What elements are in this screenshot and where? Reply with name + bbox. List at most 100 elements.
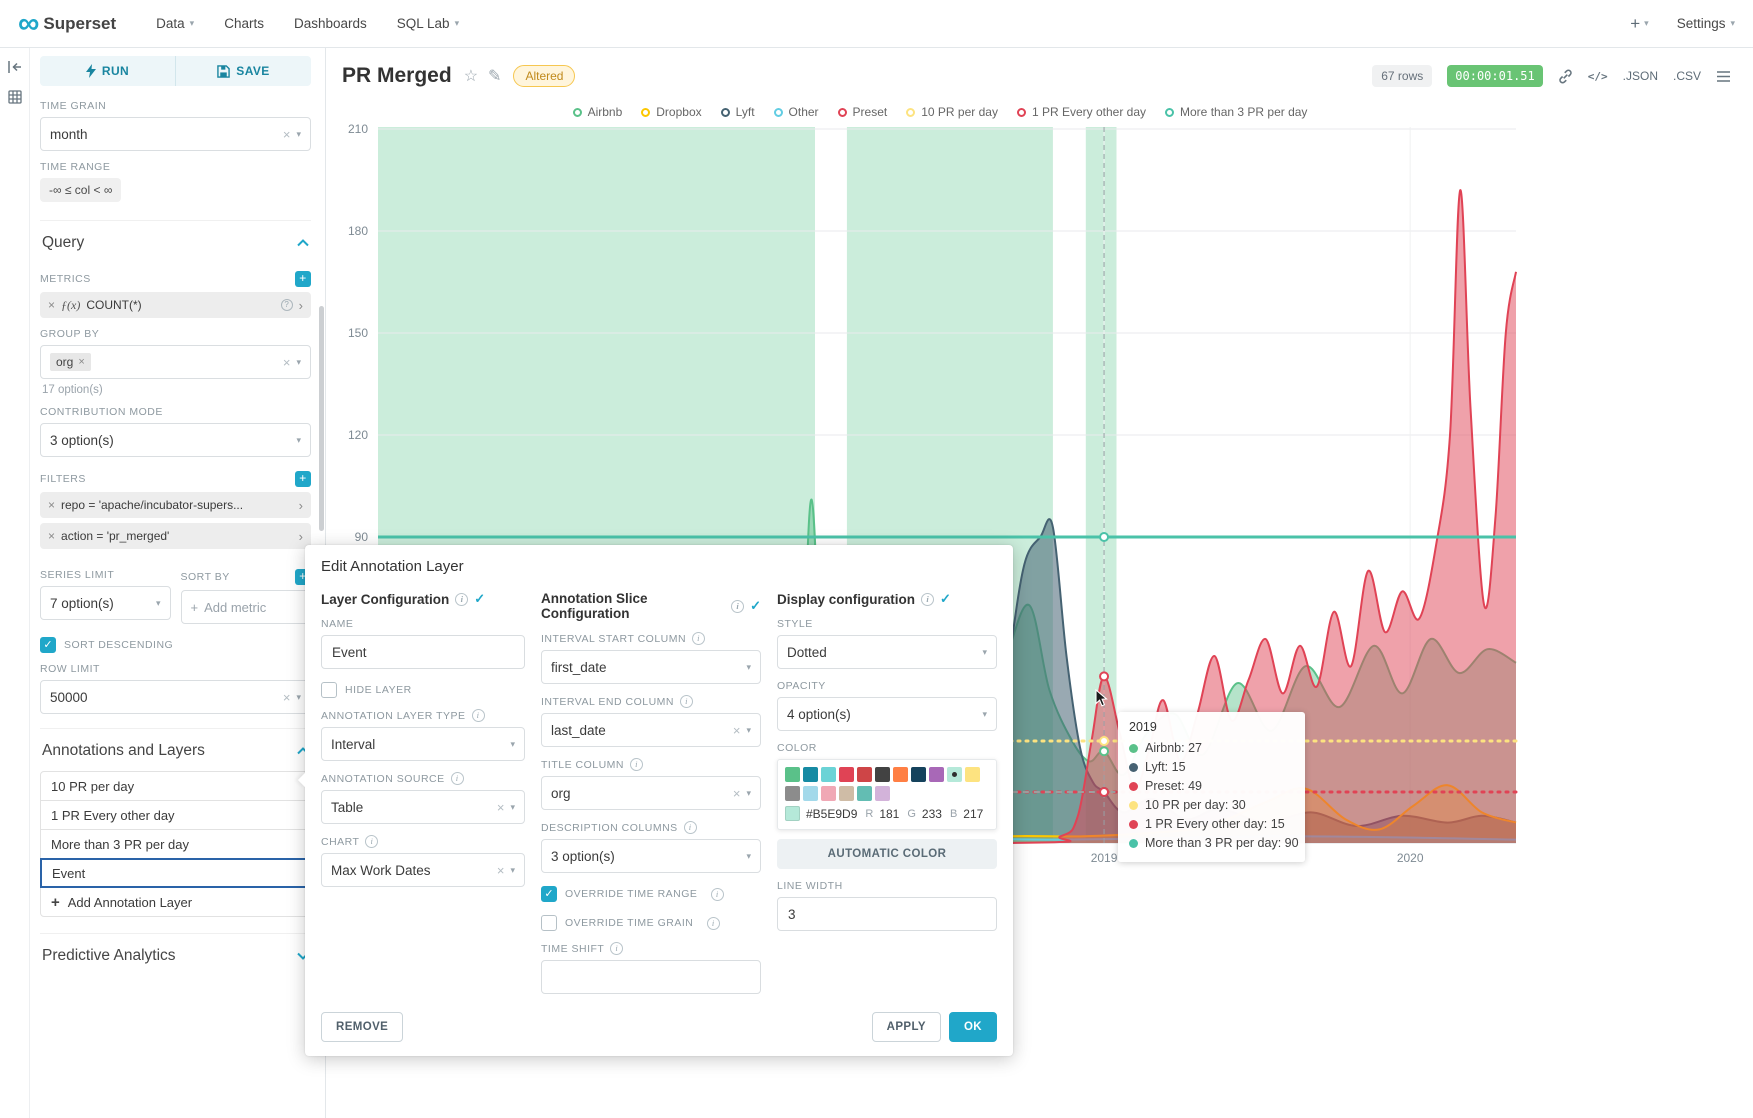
color-swatch[interactable]: [785, 767, 800, 782]
time-grain-select[interactable]: month × ▾: [40, 117, 311, 151]
query-section-header[interactable]: Query: [40, 220, 311, 261]
checkbox-checked-icon[interactable]: ✓: [541, 886, 557, 902]
nav-menu-charts[interactable]: Charts: [224, 16, 264, 31]
legend-item[interactable]: Lyft: [720, 105, 755, 119]
interval-start-select[interactable]: first_date ▾: [541, 650, 761, 684]
color-swatch[interactable]: [875, 786, 890, 801]
color-swatch[interactable]: [929, 767, 944, 782]
legend-item[interactable]: Airbnb: [572, 105, 622, 119]
clear-icon[interactable]: ×: [732, 785, 741, 801]
filter-token[interactable]: × repo = 'apache/incubator-supers... ›: [40, 492, 311, 518]
contribution-mode-select[interactable]: 3 option(s) ▾: [40, 423, 311, 457]
legend-item[interactable]: Other: [773, 105, 819, 119]
color-swatch[interactable]: [965, 767, 980, 782]
panel-scrollbar[interactable]: [319, 306, 324, 531]
legend-item[interactable]: 10 PR per day: [906, 105, 998, 119]
color-r-value[interactable]: 181: [879, 806, 900, 821]
view-query-icon[interactable]: </>: [1587, 69, 1608, 83]
sort-descending-checkbox[interactable]: ✓ SORT DESCENDING: [40, 637, 311, 653]
share-link-icon[interactable]: [1558, 68, 1573, 84]
altered-badge[interactable]: Altered: [513, 65, 576, 87]
color-g-value[interactable]: 233: [921, 806, 942, 821]
add-filter-button[interactable]: +: [295, 471, 311, 487]
color-swatch[interactable]: [857, 786, 872, 801]
settings-menu[interactable]: Settings ▾: [1676, 16, 1735, 31]
chart-select[interactable]: Max Work Dates × ▾: [321, 853, 525, 887]
metric-token[interactable]: × ƒ(x) COUNT(*) ? ›: [40, 292, 311, 318]
clear-icon[interactable]: ×: [496, 799, 505, 815]
time-range-pill[interactable]: -∞ ≤ col < ∞: [40, 178, 122, 202]
color-b-value[interactable]: 217: [963, 806, 984, 821]
export-csv-button[interactable]: .CSV: [1672, 69, 1701, 83]
add-metric-button[interactable]: +: [295, 271, 311, 287]
predictive-section-header[interactable]: Predictive Analytics: [40, 933, 311, 974]
nav-menu-sqllab[interactable]: SQL Lab ▾: [396, 16, 460, 31]
annotation-source-select[interactable]: Table × ▾: [321, 790, 525, 824]
annotation-layer-item[interactable]: 10 PR per day: [40, 771, 311, 801]
favorite-star-icon[interactable]: ☆: [463, 68, 479, 85]
color-swatch[interactable]: [803, 767, 818, 782]
interval-end-select[interactable]: last_date × ▾: [541, 713, 761, 747]
color-swatch[interactable]: [875, 767, 890, 782]
color-swatch[interactable]: [821, 786, 836, 801]
time-shift-input[interactable]: [541, 960, 761, 994]
color-swatch[interactable]: [839, 786, 854, 801]
color-swatch[interactable]: [893, 767, 908, 782]
clear-icon[interactable]: ×: [282, 689, 291, 705]
checkbox-checked-icon[interactable]: ✓: [40, 637, 56, 653]
annotation-layer-type-select[interactable]: Interval ▾: [321, 727, 525, 761]
hide-layer-checkbox[interactable]: HIDE LAYER: [321, 682, 525, 698]
title-column-select[interactable]: org × ▾: [541, 776, 761, 810]
clear-icon[interactable]: ×: [732, 722, 741, 738]
opacity-select[interactable]: 4 option(s) ▾: [777, 697, 997, 731]
override-time-grain-checkbox[interactable]: OVERRIDE TIME GRAIN i: [541, 915, 761, 931]
remove-button[interactable]: REMOVE: [321, 1012, 404, 1042]
color-hex-value[interactable]: #B5E9D9: [806, 806, 858, 821]
checkbox-unchecked-icon[interactable]: [541, 915, 557, 931]
legend-item[interactable]: Preset: [837, 105, 887, 119]
ok-button[interactable]: OK: [948, 1012, 997, 1042]
remove-icon[interactable]: ×: [78, 356, 85, 368]
color-swatch[interactable]: [857, 767, 872, 782]
clear-icon[interactable]: ×: [282, 354, 291, 370]
clear-icon[interactable]: ×: [282, 126, 291, 142]
filter-token[interactable]: × action = 'pr_merged' ›: [40, 523, 311, 549]
dataset-grid-icon[interactable]: [7, 90, 22, 104]
override-time-range-checkbox[interactable]: ✓ OVERRIDE TIME RANGE i: [541, 886, 761, 902]
annotation-layer-item[interactable]: More than 3 PR per day: [40, 829, 311, 859]
annotations-section-header[interactable]: Annotations and Layers: [40, 728, 311, 769]
export-json-button[interactable]: .JSON: [1622, 69, 1658, 83]
annotation-layer-item[interactable]: 1 PR Every other day: [40, 800, 311, 830]
series-limit-select[interactable]: 7 option(s) ▾: [40, 586, 171, 620]
apply-button[interactable]: APPLY: [871, 1012, 941, 1042]
nav-menu-dashboards[interactable]: Dashboards: [293, 16, 367, 31]
color-swatch[interactable]: [821, 767, 836, 782]
description-columns-select[interactable]: 3 option(s) ▾: [541, 839, 761, 873]
run-button[interactable]: RUN: [40, 56, 175, 86]
add-annotation-layer-button[interactable]: + Add Annotation Layer: [40, 887, 311, 917]
automatic-color-button[interactable]: AUTOMATIC COLOR: [777, 839, 997, 869]
line-width-input[interactable]: [777, 897, 997, 931]
legend-item[interactable]: 1 PR Every other day: [1016, 105, 1146, 119]
collapse-panel-icon[interactable]: [7, 60, 22, 74]
color-swatch[interactable]: [839, 767, 854, 782]
save-button[interactable]: SAVE: [176, 56, 311, 86]
legend-item[interactable]: Dropbox: [641, 105, 702, 119]
remove-icon[interactable]: ×: [48, 498, 56, 512]
menu-hamburger-icon[interactable]: [1716, 70, 1731, 83]
superset-logo[interactable]: ∞ Superset: [18, 8, 116, 38]
remove-icon[interactable]: ×: [48, 529, 56, 543]
group-by-select[interactable]: org × × ▾: [40, 345, 311, 379]
name-input[interactable]: [321, 635, 525, 669]
row-limit-select[interactable]: 50000 × ▾: [40, 680, 311, 714]
edit-pencil-icon[interactable]: ✎: [488, 68, 502, 85]
style-select[interactable]: Dotted ▾: [777, 635, 997, 669]
group-by-tag[interactable]: org ×: [50, 353, 91, 371]
sort-by-select[interactable]: + Add metric: [180, 590, 311, 624]
new-item-button[interactable]: + ▾: [1630, 13, 1649, 33]
color-swatch[interactable]: [803, 786, 818, 801]
remove-icon[interactable]: ×: [48, 298, 56, 312]
color-swatch[interactable]: [911, 767, 926, 782]
legend-item[interactable]: More than 3 PR per day: [1165, 105, 1307, 119]
color-swatch[interactable]: [785, 786, 800, 801]
